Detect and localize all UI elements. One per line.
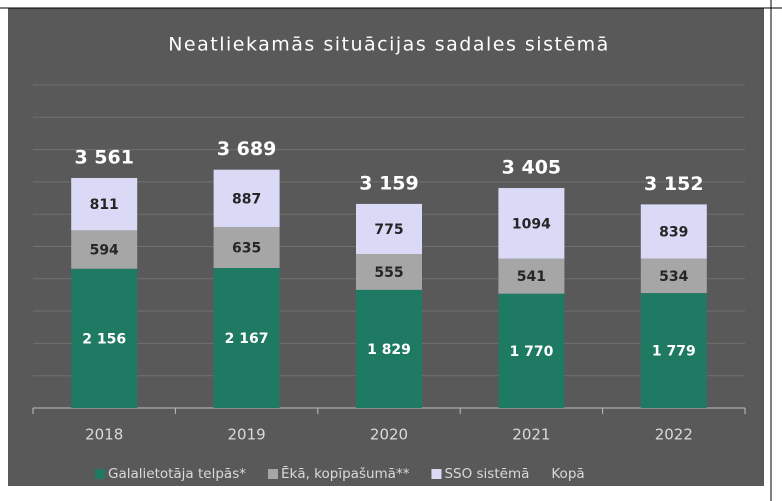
bar-segment [640,258,707,294]
bar-segment [356,203,422,254]
legend-label: Galalietotāja telpās* [108,466,246,482]
data-label: 839 [659,224,688,240]
data-label: 775 [374,222,403,238]
x-tick-label: 2022 [655,426,693,444]
bar-segment [498,258,565,294]
bar-segment [71,177,138,231]
data-label: 635 [232,241,261,257]
data-label: 1 779 [652,344,696,360]
x-tick-label: 2020 [370,426,408,444]
data-label: 1094 [512,216,551,232]
legend-label: SSO sistēmā [444,466,529,482]
legend-label: Ēkā, kopīpašumā** [281,465,410,482]
total-label: 3 689 [217,138,277,160]
bar-segment [356,289,422,408]
total-label: 3 405 [502,157,562,179]
legend-swatch [431,469,442,479]
legend-swatch [95,469,105,479]
x-tick-label: 2018 [85,426,123,444]
total-label: 3 152 [644,173,704,195]
data-label: 811 [90,197,119,213]
data-label: 1 770 [509,344,553,360]
total-label: 3 561 [74,146,134,168]
data-label: 555 [374,265,403,281]
legend-swatch [267,469,278,479]
data-label: 541 [517,269,546,285]
bar-segment [213,226,280,269]
x-tick-label: 2019 [228,426,266,444]
chart-title: Neatliekamās situācijas sadales sistēmā [168,34,610,56]
bar-segment [498,188,565,259]
bar-segment [213,169,280,227]
x-tick-label: 2021 [512,426,550,444]
data-label: 534 [659,269,688,285]
data-label: 887 [232,191,261,207]
bar-segment [71,230,138,269]
data-label: 594 [90,243,119,259]
total-label: 3 159 [359,172,419,194]
bar-segment [213,268,280,408]
legend-label: Kopā [551,466,584,482]
data-label: 1 829 [367,342,411,358]
bar-segment [498,293,565,408]
data-label: 2 156 [82,331,126,347]
bar-segment [640,293,707,408]
bar-segment [640,204,707,259]
bar-segment [356,253,422,290]
bar-segment [71,268,138,408]
data-label: 2 167 [225,331,269,347]
